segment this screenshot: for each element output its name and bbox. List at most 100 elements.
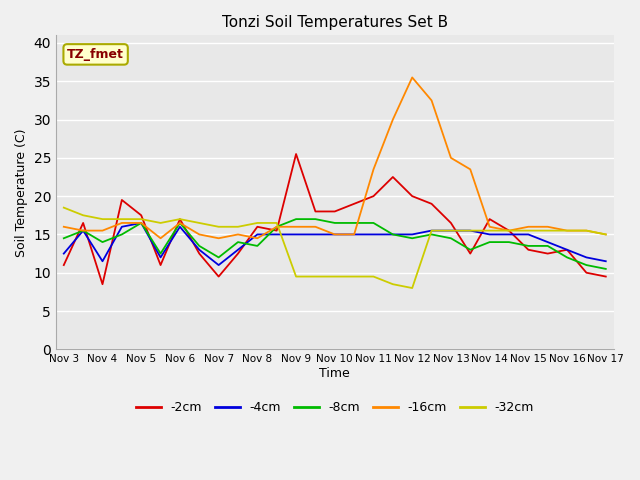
- -16cm: [292, 224, 300, 229]
- -32cm: [292, 274, 300, 279]
- -32cm: [505, 228, 513, 233]
- -8cm: [525, 243, 532, 249]
- -16cm: [331, 231, 339, 237]
- -16cm: [505, 228, 513, 233]
- -32cm: [350, 274, 358, 279]
- -2cm: [525, 247, 532, 252]
- -16cm: [389, 117, 397, 122]
- -8cm: [312, 216, 319, 222]
- -32cm: [253, 220, 261, 226]
- -2cm: [428, 201, 435, 207]
- -2cm: [138, 213, 145, 218]
- -4cm: [138, 220, 145, 226]
- -8cm: [428, 231, 435, 237]
- -2cm: [312, 209, 319, 215]
- -16cm: [467, 167, 474, 172]
- -32cm: [563, 228, 571, 233]
- -16cm: [428, 97, 435, 103]
- -32cm: [195, 220, 203, 226]
- -8cm: [157, 251, 164, 256]
- -32cm: [370, 274, 378, 279]
- -4cm: [60, 251, 68, 256]
- -8cm: [273, 224, 280, 229]
- -2cm: [234, 251, 242, 256]
- -16cm: [273, 224, 280, 229]
- -2cm: [176, 216, 184, 222]
- -32cm: [234, 224, 242, 229]
- -16cm: [312, 224, 319, 229]
- -16cm: [79, 228, 87, 233]
- -8cm: [138, 220, 145, 226]
- -16cm: [447, 155, 455, 161]
- -32cm: [525, 228, 532, 233]
- -8cm: [234, 239, 242, 245]
- -32cm: [99, 216, 106, 222]
- -4cm: [292, 231, 300, 237]
- -4cm: [408, 231, 416, 237]
- -16cm: [563, 228, 571, 233]
- -16cm: [582, 228, 590, 233]
- -32cm: [467, 228, 474, 233]
- -4cm: [467, 228, 474, 233]
- -32cm: [138, 216, 145, 222]
- -16cm: [118, 220, 125, 226]
- -4cm: [350, 231, 358, 237]
- -4cm: [273, 231, 280, 237]
- -8cm: [544, 243, 552, 249]
- -8cm: [176, 220, 184, 226]
- -2cm: [273, 228, 280, 233]
- -8cm: [331, 220, 339, 226]
- -32cm: [331, 274, 339, 279]
- -8cm: [582, 262, 590, 268]
- -2cm: [505, 228, 513, 233]
- -4cm: [157, 254, 164, 260]
- -32cm: [60, 205, 68, 211]
- -4cm: [370, 231, 378, 237]
- -32cm: [408, 285, 416, 291]
- -4cm: [525, 231, 532, 237]
- -16cm: [99, 228, 106, 233]
- -32cm: [118, 216, 125, 222]
- -4cm: [602, 258, 610, 264]
- Line: -32cm: -32cm: [64, 208, 606, 288]
- -32cm: [215, 224, 223, 229]
- Title: Tonzi Soil Temperatures Set B: Tonzi Soil Temperatures Set B: [221, 15, 448, 30]
- -4cm: [389, 231, 397, 237]
- -16cm: [195, 231, 203, 237]
- -8cm: [447, 235, 455, 241]
- -4cm: [118, 224, 125, 229]
- -2cm: [447, 220, 455, 226]
- -2cm: [215, 274, 223, 279]
- -4cm: [331, 231, 339, 237]
- -2cm: [79, 220, 87, 226]
- -16cm: [544, 224, 552, 229]
- -32cm: [273, 220, 280, 226]
- -16cm: [350, 231, 358, 237]
- -16cm: [234, 231, 242, 237]
- -16cm: [157, 235, 164, 241]
- -2cm: [370, 193, 378, 199]
- -2cm: [292, 151, 300, 157]
- -2cm: [408, 193, 416, 199]
- X-axis label: Time: Time: [319, 367, 350, 380]
- -4cm: [195, 247, 203, 252]
- -8cm: [370, 220, 378, 226]
- -8cm: [118, 231, 125, 237]
- -8cm: [505, 239, 513, 245]
- -16cm: [138, 220, 145, 226]
- -8cm: [602, 266, 610, 272]
- -4cm: [234, 247, 242, 252]
- -8cm: [408, 235, 416, 241]
- -4cm: [215, 262, 223, 268]
- -8cm: [350, 220, 358, 226]
- -4cm: [253, 231, 261, 237]
- -16cm: [525, 224, 532, 229]
- -16cm: [408, 74, 416, 80]
- -2cm: [99, 281, 106, 287]
- -32cm: [602, 231, 610, 237]
- -4cm: [563, 247, 571, 252]
- -32cm: [312, 274, 319, 279]
- Line: -2cm: -2cm: [64, 154, 606, 284]
- -32cm: [389, 281, 397, 287]
- -8cm: [215, 254, 223, 260]
